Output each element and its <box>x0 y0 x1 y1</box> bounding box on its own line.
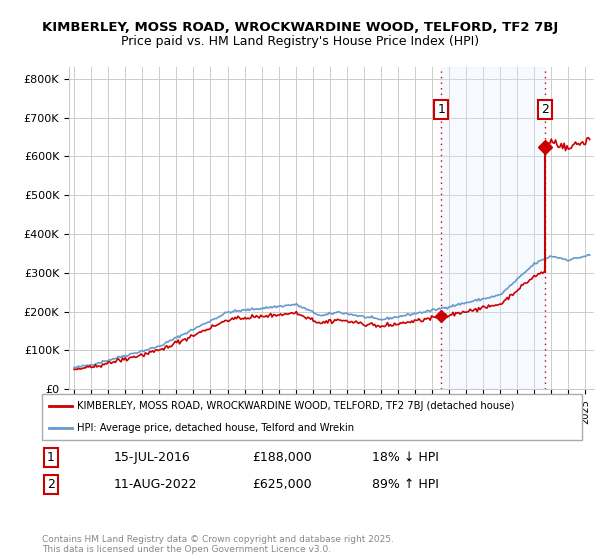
Text: £625,000: £625,000 <box>252 478 311 491</box>
Text: 2: 2 <box>541 104 548 116</box>
Text: 2: 2 <box>47 478 55 491</box>
Text: 1: 1 <box>437 104 445 116</box>
Text: Contains HM Land Registry data © Crown copyright and database right 2025.
This d: Contains HM Land Registry data © Crown c… <box>42 535 394 554</box>
Text: 89% ↑ HPI: 89% ↑ HPI <box>372 478 439 491</box>
Bar <box>441 67 545 389</box>
Text: £188,000: £188,000 <box>252 451 312 464</box>
Text: KIMBERLEY, MOSS ROAD, WROCKWARDINE WOOD, TELFORD, TF2 7BJ (detached house): KIMBERLEY, MOSS ROAD, WROCKWARDINE WOOD,… <box>77 401 514 411</box>
Text: 11-AUG-2022: 11-AUG-2022 <box>114 478 197 491</box>
Text: 1: 1 <box>47 451 55 464</box>
Text: Price paid vs. HM Land Registry's House Price Index (HPI): Price paid vs. HM Land Registry's House … <box>121 35 479 48</box>
Text: 18% ↓ HPI: 18% ↓ HPI <box>372 451 439 464</box>
Text: KIMBERLEY, MOSS ROAD, WROCKWARDINE WOOD, TELFORD, TF2 7BJ: KIMBERLEY, MOSS ROAD, WROCKWARDINE WOOD,… <box>42 21 558 34</box>
Text: 15-JUL-2016: 15-JUL-2016 <box>114 451 191 464</box>
Text: HPI: Average price, detached house, Telford and Wrekin: HPI: Average price, detached house, Telf… <box>77 423 354 433</box>
